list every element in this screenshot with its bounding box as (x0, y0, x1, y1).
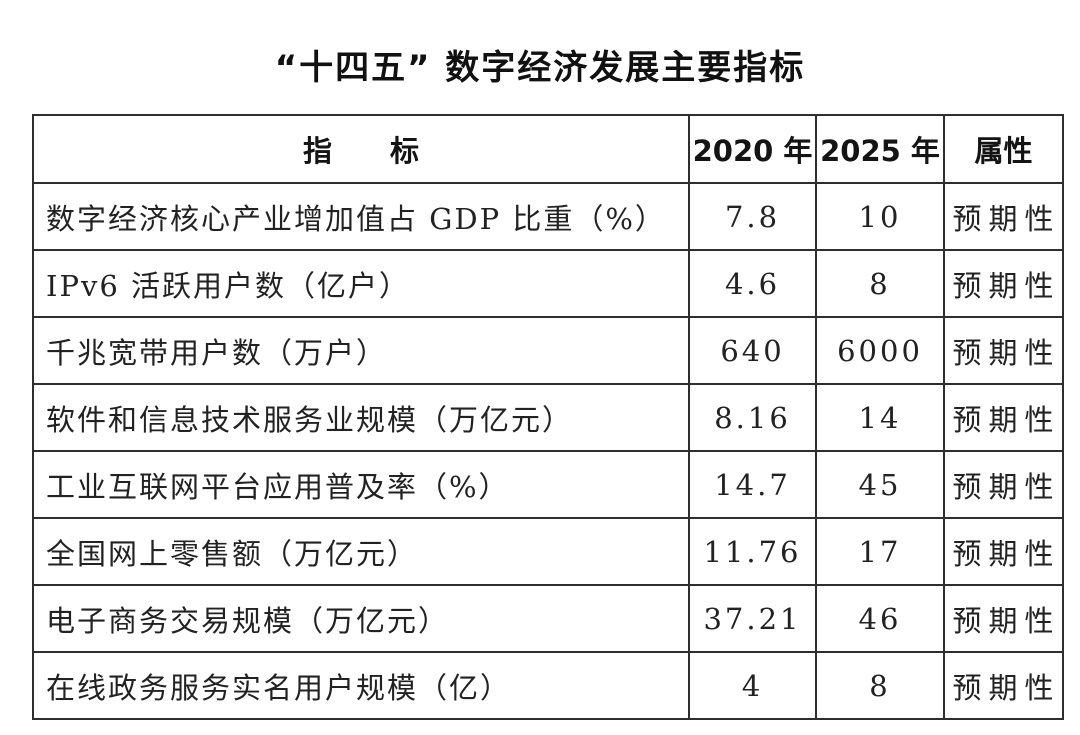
table-row: 在线政务服务实名用户规模（亿） 4 8 预期性 (32, 651, 1064, 721)
value-2025-cell: 8 (815, 651, 945, 721)
attribute-cell: 预期性 (943, 383, 1064, 453)
value-2020-cell: 7.8 (688, 182, 817, 252)
value-2020-cell: 8.16 (688, 383, 817, 453)
attribute-cell: 预期性 (943, 249, 1064, 319)
attribute-cell: 预期性 (943, 651, 1064, 721)
indicator-cell: 全国网上零售额（万亿元） (32, 517, 690, 587)
table-row: 电子商务交易规模（万亿元） 37.21 46 预期性 (32, 584, 1064, 654)
attribute-cell: 预期性 (943, 182, 1064, 252)
indicator-cell: 软件和信息技术服务业规模（万亿元） (32, 383, 690, 453)
table-header-row: 指 标 2020 年 2025 年 属性 (32, 114, 1064, 185)
table-row: IPv6 活跃用户数（亿户） 4.6 8 预期性 (32, 249, 1064, 319)
table-row: 千兆宽带用户数（万户） 640 6000 预期性 (32, 316, 1064, 386)
indicators-table: 指 标 2020 年 2025 年 属性 数字经济核心产业增加值占 GDP 比重… (32, 114, 1064, 721)
value-2020-cell: 640 (688, 316, 817, 386)
indicator-cell: 工业互联网平台应用普及率（%） (32, 450, 690, 520)
header-attribute: 属性 (943, 114, 1064, 185)
table-row: 工业互联网平台应用普及率（%） 14.7 45 预期性 (32, 450, 1064, 520)
value-2025-cell: 14 (815, 383, 945, 453)
value-2025-cell: 6000 (815, 316, 945, 386)
attribute-cell: 预期性 (943, 450, 1064, 520)
header-2025: 2025 年 (815, 114, 945, 185)
indicator-cell: 千兆宽带用户数（万户） (32, 316, 690, 386)
page-title: “十四五” 数字经济发展主要指标 (274, 48, 806, 88)
value-2025-cell: 8 (815, 249, 945, 319)
value-2025-cell: 10 (815, 182, 945, 252)
value-2020-cell: 37.21 (688, 584, 817, 654)
header-indicator: 指 标 (32, 114, 690, 185)
table-row: 数字经济核心产业增加值占 GDP 比重（%） 7.8 10 预期性 (32, 182, 1064, 252)
value-2025-cell: 45 (815, 450, 945, 520)
value-2025-cell: 46 (815, 584, 945, 654)
indicator-cell: 数字经济核心产业增加值占 GDP 比重（%） (32, 182, 690, 252)
value-2025-cell: 17 (815, 517, 945, 587)
indicator-cell: 电子商务交易规模（万亿元） (32, 584, 690, 654)
attribute-cell: 预期性 (943, 517, 1064, 587)
value-2020-cell: 4.6 (688, 249, 817, 319)
table-row: 全国网上零售额（万亿元） 11.76 17 预期性 (32, 517, 1064, 587)
attribute-cell: 预期性 (943, 316, 1064, 386)
indicator-cell: IPv6 活跃用户数（亿户） (32, 249, 690, 319)
value-2020-cell: 4 (688, 651, 817, 721)
header-2020: 2020 年 (688, 114, 817, 185)
indicator-cell: 在线政务服务实名用户规模（亿） (32, 651, 690, 721)
table-row: 软件和信息技术服务业规模（万亿元） 8.16 14 预期性 (32, 383, 1064, 453)
value-2020-cell: 14.7 (688, 450, 817, 520)
attribute-cell: 预期性 (943, 584, 1064, 654)
value-2020-cell: 11.76 (688, 517, 817, 587)
